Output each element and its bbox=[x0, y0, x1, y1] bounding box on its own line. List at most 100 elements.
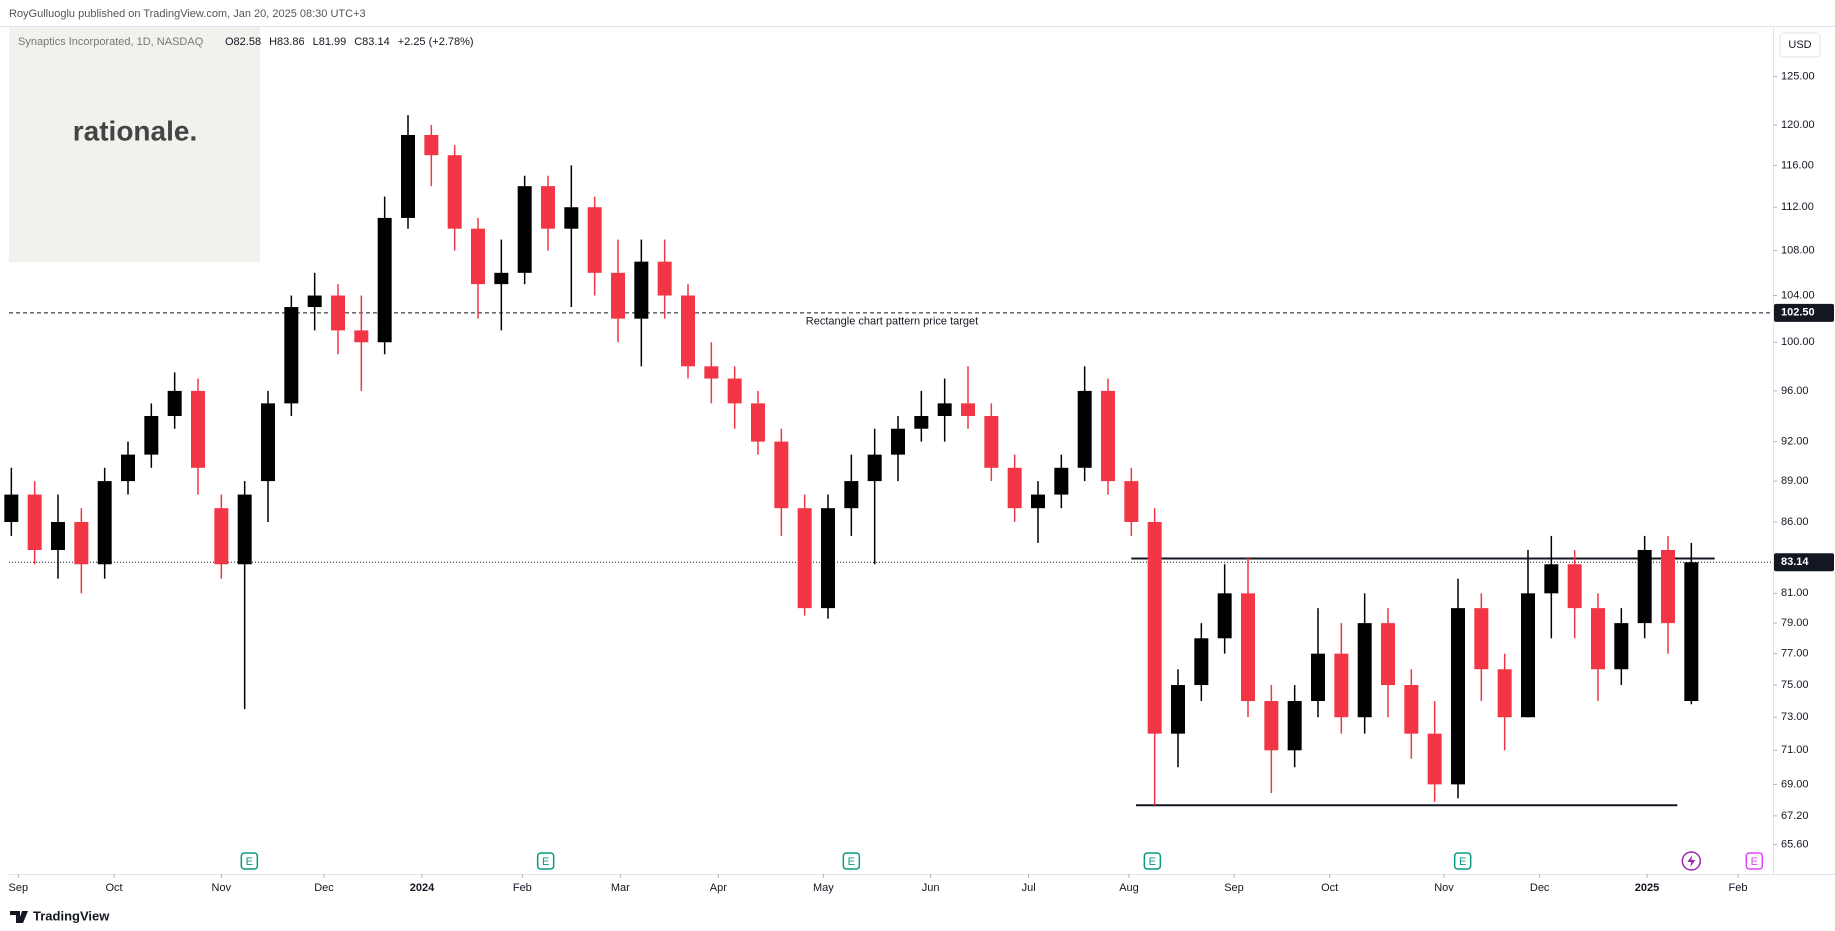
candle-body bbox=[471, 228, 485, 285]
earnings-label: E bbox=[1149, 856, 1156, 868]
candle-body bbox=[1474, 608, 1489, 670]
candle-body bbox=[751, 403, 765, 442]
ohlc-value: L81.99 bbox=[313, 36, 347, 48]
candle-body bbox=[74, 521, 89, 565]
candle-body bbox=[611, 272, 625, 319]
candle-body bbox=[844, 481, 859, 509]
y-tick-label: 108.00 bbox=[1781, 244, 1815, 256]
x-tick-label: Feb bbox=[1729, 882, 1748, 894]
x-tick-label: Sep bbox=[9, 882, 29, 894]
candle-body bbox=[214, 508, 229, 565]
candle-body bbox=[191, 390, 205, 468]
earnings-icon bbox=[1143, 852, 1162, 870]
candle-body bbox=[261, 403, 275, 482]
currency-button[interactable] bbox=[1779, 32, 1821, 58]
candle-body bbox=[1124, 481, 1139, 522]
earnings-label: E bbox=[542, 856, 549, 868]
candle-body bbox=[821, 508, 835, 609]
candle-body bbox=[727, 378, 742, 404]
candle-body bbox=[4, 494, 19, 522]
candle-body bbox=[704, 366, 719, 379]
candle-body bbox=[634, 261, 649, 319]
candle-body bbox=[1054, 467, 1069, 495]
y-tick-label: 69.00 bbox=[1781, 778, 1809, 790]
candle-body bbox=[354, 330, 369, 343]
candle-body bbox=[984, 415, 999, 468]
earnings-icon bbox=[240, 852, 259, 870]
x-tick-label: Apr bbox=[710, 882, 727, 894]
x-tick-label: May bbox=[813, 882, 834, 894]
candle-body bbox=[774, 441, 789, 509]
candle-body bbox=[1451, 608, 1465, 785]
earnings-label: E bbox=[848, 856, 855, 868]
candle-body bbox=[1241, 593, 1255, 702]
candle-body bbox=[587, 207, 602, 273]
candle-body bbox=[27, 494, 42, 550]
price-badge-label: 102.50 bbox=[1781, 307, 1815, 319]
x-tick-label: Oct bbox=[105, 882, 122, 894]
x-tick-label: Oct bbox=[1321, 882, 1338, 894]
candle-body bbox=[657, 261, 672, 296]
candle-body bbox=[494, 272, 509, 285]
y-tick-label: 96.00 bbox=[1781, 385, 1809, 397]
x-tick-label: Jun bbox=[922, 882, 940, 894]
candle-body bbox=[1567, 564, 1582, 609]
candle-body bbox=[1497, 669, 1512, 718]
candle-body bbox=[1591, 608, 1605, 670]
y-tick-label: 89.00 bbox=[1781, 475, 1809, 487]
candle-body bbox=[1171, 685, 1185, 734]
y-tick-label: 77.00 bbox=[1781, 648, 1809, 660]
y-tick-label: 71.00 bbox=[1781, 744, 1809, 756]
ohlc-value: C83.14 bbox=[354, 36, 389, 48]
candle-body bbox=[424, 134, 439, 156]
watermark: rationale. bbox=[73, 115, 197, 146]
candle-body bbox=[1194, 638, 1209, 686]
candle-body bbox=[167, 390, 182, 416]
price-badge-label: 83.14 bbox=[1781, 556, 1809, 568]
earnings-label: E bbox=[246, 856, 253, 868]
candle-body bbox=[1637, 549, 1652, 624]
candle-body bbox=[1404, 685, 1419, 734]
candle-body bbox=[517, 186, 532, 273]
candle-body bbox=[1031, 494, 1045, 509]
earnings-label: E bbox=[1459, 856, 1466, 868]
x-tick-label: Jul bbox=[1022, 882, 1036, 894]
candle-body bbox=[541, 186, 555, 229]
x-tick-label: 2024 bbox=[410, 882, 435, 894]
candle-body bbox=[97, 481, 112, 565]
candle-body bbox=[331, 295, 345, 331]
y-tick-label: 92.00 bbox=[1781, 436, 1809, 448]
y-tick-label: 75.00 bbox=[1781, 679, 1809, 691]
earnings-icon bbox=[1745, 852, 1764, 870]
tv-logo bbox=[10, 911, 28, 923]
plot: 125.00 120.00 116.00 112.00 108.00 104.00 100.… bbox=[4, 70, 1834, 894]
earnings-icon bbox=[1453, 852, 1472, 870]
candle-body bbox=[1147, 521, 1162, 734]
candle-body bbox=[307, 295, 322, 308]
y-tick-label: 73.00 bbox=[1781, 711, 1809, 723]
y-tick-label: 104.00 bbox=[1781, 289, 1815, 301]
candle-body bbox=[1684, 562, 1699, 702]
candle-body bbox=[1381, 623, 1395, 686]
candle-body bbox=[1427, 733, 1442, 785]
x-tick-label: Nov bbox=[212, 882, 232, 894]
candle-body bbox=[1544, 564, 1559, 594]
y-tick-label: 120.00 bbox=[1781, 119, 1815, 131]
candle-body bbox=[961, 403, 975, 416]
footer-brand: TradingView bbox=[33, 908, 110, 923]
candle-body bbox=[284, 307, 299, 404]
currency: USD bbox=[1788, 39, 1811, 51]
candle-body bbox=[1217, 593, 1232, 639]
target-text: Rectangle chart pattern price target bbox=[806, 316, 978, 328]
candle-body bbox=[937, 403, 952, 416]
ohlc-legend: O82.58 H83.86 L81.99 C83.14 +2.25 (+2.78%) bbox=[225, 36, 474, 48]
candle-body bbox=[1287, 701, 1302, 751]
symbol: Synaptics Incorporated, 1D, NASDAQ bbox=[18, 36, 204, 48]
candle-body bbox=[867, 454, 882, 482]
candle-body bbox=[1521, 593, 1535, 718]
y-tick-label: 125.00 bbox=[1781, 70, 1815, 82]
candle-body bbox=[237, 494, 252, 565]
candle-body bbox=[564, 207, 579, 229]
